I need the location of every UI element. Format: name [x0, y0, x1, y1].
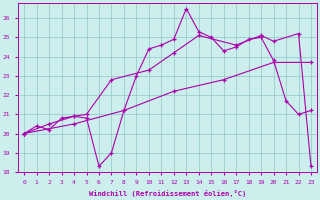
X-axis label: Windchill (Refroidissement éolien,°C): Windchill (Refroidissement éolien,°C) [89, 190, 246, 197]
